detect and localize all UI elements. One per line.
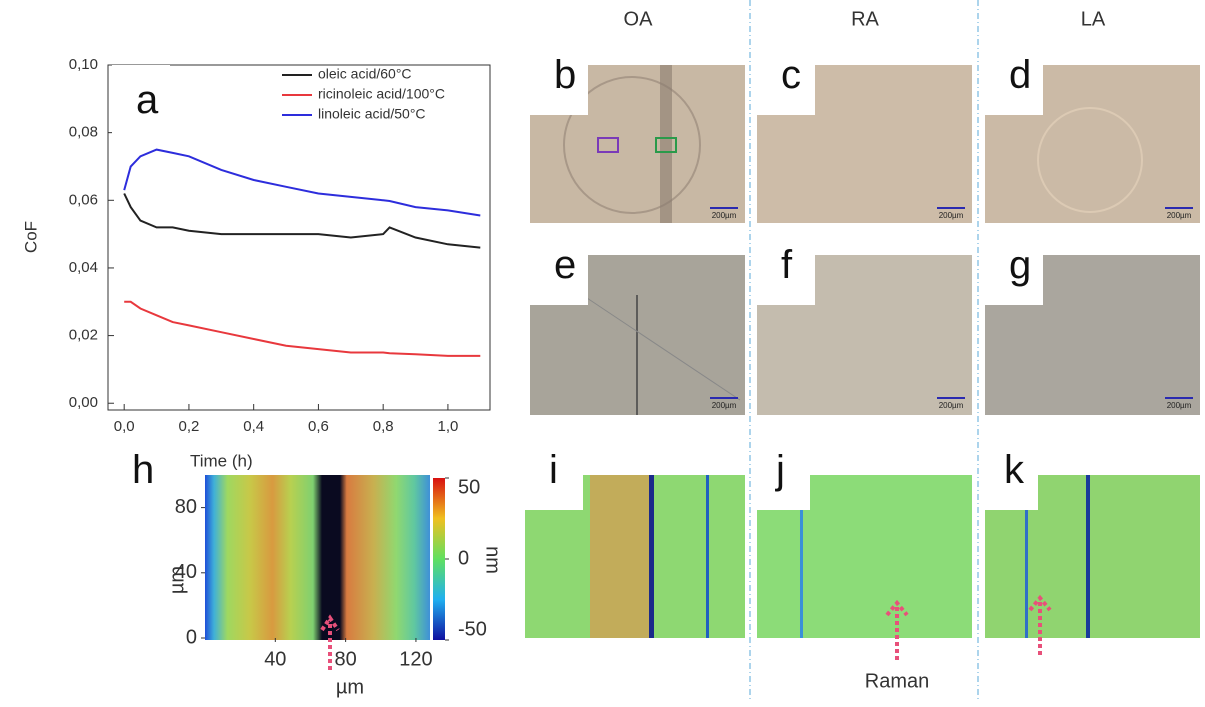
x-tick-label: 0,4 (243, 418, 264, 435)
colorbar-tick-label: 0 (458, 547, 469, 569)
y-tick-label: 0,08 (69, 124, 98, 141)
x-tick-label: 120 (399, 648, 432, 670)
y-tick-label: 80 (175, 496, 197, 518)
roi (655, 137, 677, 153)
colorbar-tick-label: 50 (458, 476, 480, 498)
x-tick-label: 0,2 (179, 418, 200, 435)
panel-label: h (132, 448, 154, 492)
line-series (124, 300, 481, 357)
column-header: RA (851, 8, 879, 30)
scale-bar-label: 200µm (712, 211, 737, 220)
x-tick-label: 0,8 (373, 418, 394, 435)
height-map (205, 475, 430, 640)
scale-bar-label: 200µm (1167, 401, 1192, 410)
profile-stripe (1086, 475, 1090, 638)
y-axis-label: CoF (21, 221, 40, 253)
panel-label-box (757, 230, 815, 305)
line-series (123, 148, 481, 217)
colorbar (433, 478, 445, 640)
column-header: OA (624, 8, 654, 30)
panel-label-box (980, 435, 1038, 510)
panel-label-box (985, 230, 1043, 305)
y-tick-label: 0 (186, 626, 197, 648)
x-tick-label: 0,0 (114, 418, 135, 435)
x-axis-label: µm (336, 676, 364, 698)
y-tick-label: 0,04 (69, 259, 98, 276)
panel-label: g (1009, 243, 1031, 287)
wear-scar (1037, 107, 1143, 213)
raman-arrows (320, 594, 1052, 670)
x-axis-label: Time (h) (190, 451, 253, 470)
line-series (123, 193, 481, 249)
y-tick-label: 0,02 (69, 327, 98, 344)
panel-label-box (108, 435, 166, 510)
panel-label: i (549, 448, 558, 492)
wear-scar (563, 76, 701, 214)
scale-bar-label: 200µm (939, 211, 964, 220)
panel-label: k (1004, 448, 1025, 492)
scale-bar-label: 200µm (939, 401, 964, 410)
panel-label: j (775, 448, 785, 492)
panel-label: b (554, 53, 576, 97)
y-tick-label: 0,00 (69, 394, 98, 411)
panel-label: c (781, 53, 801, 97)
panel-label: f (781, 243, 793, 287)
y-axis-label: µm (166, 566, 188, 594)
panel-label: a (136, 78, 159, 122)
x-tick-label: 80 (335, 648, 357, 670)
panel-label-box (530, 230, 588, 305)
plot-frame (107, 64, 491, 411)
profile-stripe (649, 475, 654, 638)
x-tick-label: 1,0 (437, 418, 458, 435)
panel-label-box (112, 65, 170, 140)
legend-label: oleic acid/60°C (318, 66, 412, 82)
colorbar-tick-label: -50 (458, 618, 487, 640)
profile-stripe (590, 475, 650, 638)
legend-label: ricinoleic acid/100°C (318, 86, 445, 102)
panel-label-box (530, 40, 588, 115)
roi (597, 137, 619, 153)
scale-bar-label: 200µm (1167, 211, 1192, 220)
panel-label: d (1009, 53, 1031, 97)
panel-label-box (985, 40, 1043, 115)
column-header: LA (1081, 8, 1106, 30)
y-tick-label: 0,10 (69, 56, 98, 73)
profile-stripe (706, 475, 709, 638)
profile-stripe (1025, 475, 1028, 638)
panel-label-box (525, 435, 583, 510)
annotation: Raman (865, 670, 929, 692)
legend-label: linoleic acid/50°C (318, 106, 426, 122)
x-tick-label: 0,6 (308, 418, 329, 435)
profile-stripe (800, 475, 803, 638)
colorbar-label: nm (482, 546, 504, 574)
scale-bar-label: 200µm (712, 401, 737, 410)
scratch (559, 279, 741, 401)
y-tick-label: 0,06 (69, 191, 98, 208)
panel-label: e (554, 243, 576, 287)
panel-label-box (752, 435, 810, 510)
panel-label-box (757, 40, 815, 115)
x-tick-label: 40 (264, 648, 286, 670)
y-tick-label: 40 (175, 561, 197, 583)
micrographs (525, 65, 1200, 638)
wear-track (660, 65, 672, 223)
